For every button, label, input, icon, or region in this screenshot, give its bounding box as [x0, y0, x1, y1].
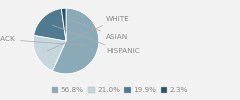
Text: HISPANIC: HISPANIC [52, 25, 140, 54]
Text: BLACK: BLACK [0, 36, 84, 45]
Wedge shape [52, 8, 99, 74]
Wedge shape [33, 35, 66, 71]
Text: ASIAN: ASIAN [67, 18, 128, 40]
Wedge shape [34, 8, 66, 41]
Text: WHITE: WHITE [48, 16, 130, 51]
Legend: 56.8%, 21.0%, 19.9%, 2.3%: 56.8%, 21.0%, 19.9%, 2.3% [49, 84, 191, 96]
Wedge shape [61, 8, 66, 41]
